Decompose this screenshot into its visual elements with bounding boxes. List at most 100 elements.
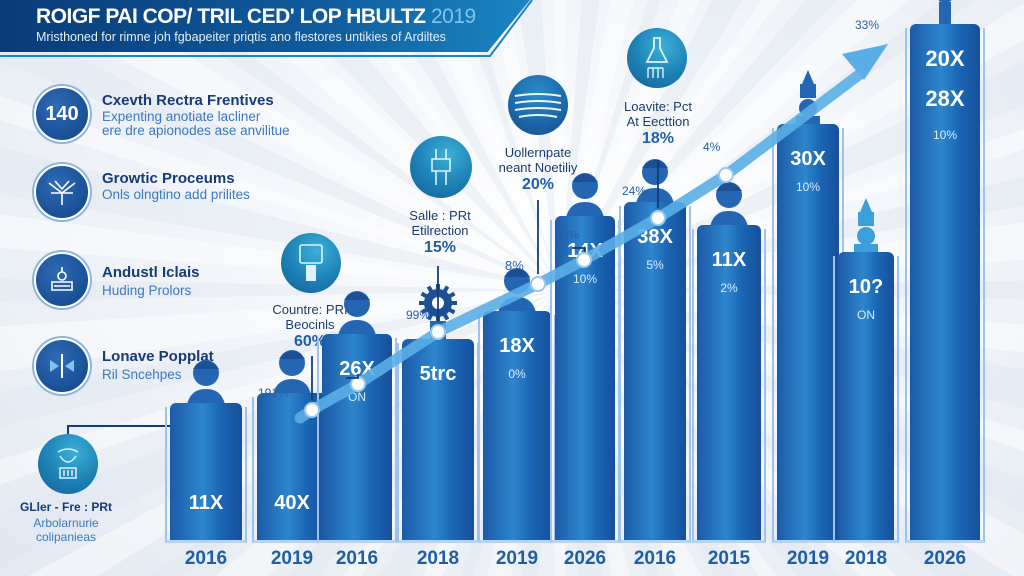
trend-point	[304, 402, 320, 418]
background-ray	[459, 0, 560, 290]
feature-desc-line: ere dre apionodes ase anvilitue	[102, 123, 290, 138]
callout-line: Salle : PRt	[409, 208, 471, 223]
background-ray	[217, 0, 560, 290]
callout-percent: 20%	[521, 176, 555, 193]
feature-title: Lonave Popplat	[102, 348, 214, 365]
background-ray	[554, 0, 566, 290]
trend-label: 191%	[258, 386, 289, 400]
bar-body	[170, 403, 242, 540]
lab-desc-line: Arbolarnurie	[33, 516, 99, 530]
background-ray	[0, 95, 560, 290]
bar-frame	[905, 28, 985, 543]
bar-frame	[833, 256, 899, 543]
banner-accent-line	[0, 0, 533, 57]
callout-line: Loavite: Pct	[624, 99, 692, 114]
bar: 14X 10%	[550, 216, 620, 543]
plant-icon	[34, 164, 90, 220]
callout-connector-arrow	[572, 247, 586, 252]
bar-sub-label: 5%	[646, 258, 664, 272]
bar-sub-label: ON	[857, 308, 875, 322]
callout-connector-arrow	[346, 374, 359, 379]
trend-point	[650, 210, 666, 226]
x-axis-year-label: 2019	[270, 548, 314, 569]
background-ray	[560, 0, 780, 290]
split-icon	[34, 338, 90, 394]
bar-frame	[165, 407, 247, 543]
bar-body	[838, 252, 894, 540]
title-text: ROIGF PAI COP/ TRIL CED' LOP HBULTZ	[36, 5, 426, 28]
trend-point	[430, 324, 446, 340]
page-title: ROIGF PAI COP/ TRIL CED' LOP HBULTZ 2019	[36, 5, 476, 29]
bar-sub-label: 0%	[508, 367, 526, 381]
bar-body	[910, 24, 980, 540]
trend-label: 8%	[505, 258, 524, 273]
background-ray	[380, 0, 560, 290]
feature-desc: Huding Prolors	[102, 284, 191, 298]
feature-desc-line: Ril Sncehpes	[102, 367, 182, 382]
bar-frame	[692, 229, 766, 543]
trend-label: 30%	[555, 228, 580, 242]
background-ray	[0, 147, 560, 290]
callout: Salle : PRt Etilrection 15%	[409, 208, 470, 258]
x-axis-year-label: 2026	[563, 548, 607, 569]
bar-multiplier-label: 30X	[790, 148, 826, 170]
background-ray	[0, 20, 560, 290]
bar-multiplier-label: 40X	[274, 492, 310, 514]
callout: Countre: PRI Beocinls 60%	[272, 302, 347, 352]
bar-multiplier-label: 10?	[848, 276, 884, 298]
trend-point	[530, 276, 546, 292]
trend-label: 24%	[622, 184, 647, 198]
x-axis-year-label: 2016	[335, 548, 379, 569]
callout-percent: 18%	[641, 130, 675, 147]
trend-point	[576, 252, 592, 268]
callout-line: Uollernpate	[504, 145, 572, 160]
bar-frame	[317, 338, 397, 543]
bar-multiplier-line: 28X	[925, 86, 965, 111]
callout-line: Countre: PRI	[272, 302, 348, 317]
trend-label: 33%	[855, 18, 880, 32]
bar-frame	[619, 206, 691, 543]
background-ray	[143, 0, 560, 290]
x-axis-year-label: 2019	[786, 548, 830, 569]
background-ray	[416, 0, 560, 290]
callout-line: At Eecttion	[626, 114, 690, 129]
background-ray	[560, 290, 777, 576]
bar: 11X	[165, 403, 247, 543]
bar: 30X 10%	[772, 124, 844, 543]
page-subtitle: Mristhoned for rimne joh fgbapeiter priq…	[36, 30, 446, 44]
lab-desc-line: colipanieas	[35, 530, 97, 544]
background-ray	[560, 176, 1024, 290]
trend-label: 4%	[703, 140, 721, 154]
background-ray	[0, 290, 560, 372]
bar-multiplier-line: 20X	[925, 46, 965, 71]
feature-desc-line: Expenting anotiate lacliner	[102, 109, 261, 124]
trend-line	[294, 68, 866, 424]
bar: 38X 5%	[619, 202, 691, 543]
machine-icon	[410, 136, 472, 198]
x-axis-year-label: 2016	[633, 548, 677, 569]
lab-title: GLler - Fre : PRt	[19, 500, 113, 514]
lab-desc: Arbolarnurie colipanieas	[33, 516, 98, 544]
bar-sub-label: 2%	[720, 281, 738, 295]
feature-title: Growtic Proceums	[102, 170, 235, 187]
callout-line: neant Noetiliy	[498, 160, 578, 175]
title-year: 2019	[430, 5, 476, 28]
bar-multiplier-label: 18X	[499, 335, 535, 357]
waves-icon	[508, 75, 568, 135]
bar-sub-label: ON	[348, 390, 366, 404]
callout-line: Beocinls	[285, 317, 335, 332]
background-ray	[517, 0, 560, 290]
man-figure-icon	[709, 182, 749, 237]
bar: 10? ON	[833, 252, 899, 543]
bar-multiplier-label: 20X 28X	[910, 46, 980, 126]
lab-building-icon	[38, 434, 98, 494]
background-ray	[7, 0, 560, 290]
x-axis-year-label: 2016	[184, 548, 228, 569]
bar-body	[483, 311, 551, 540]
bar-body	[697, 225, 761, 540]
feature-item: Lonave Popplat Ril Sncehpes	[34, 338, 334, 398]
bar-sub-label: 10%	[932, 128, 958, 142]
feature-desc-line: Onls olngtino add prilites	[102, 187, 250, 202]
background-ray	[0, 214, 560, 290]
